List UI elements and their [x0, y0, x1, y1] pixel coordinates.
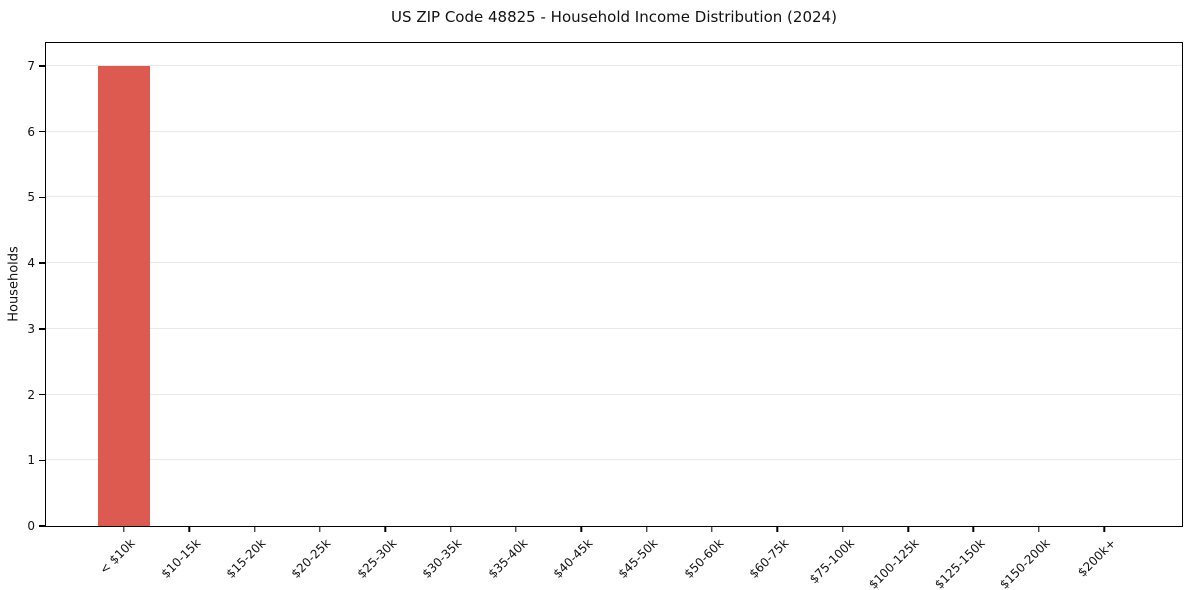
x-tick-label: $10-15k: [158, 536, 204, 581]
gridline: [46, 196, 1182, 198]
plot-area: 0 1 2 3 4 5 6 7 < $10k $10-15k $15-20k $20-25k $25-3…: [27, 42, 1183, 590]
x-tick-label: $20-25k: [288, 536, 334, 581]
y-tick-label: 4: [27, 256, 35, 271]
gridline: [46, 65, 1182, 66]
x-tick-mark: [253, 526, 256, 532]
x-tick-label: $60-75k: [746, 536, 792, 581]
x-tick-mark: [907, 526, 909, 532]
y-tick-label: 6: [27, 124, 35, 139]
x-tick-mark: [123, 526, 125, 532]
y-tick-label: 0: [27, 519, 35, 533]
x-tick-mark: [188, 526, 190, 532]
y-tick-label: 1: [27, 453, 35, 468]
x-tick-mark: [842, 526, 844, 532]
x-tick-mark: [1103, 526, 1105, 532]
y-tick-mark: [39, 196, 46, 199]
x-tick-mark: [515, 526, 517, 532]
x-tick-label: $40-45k: [550, 536, 596, 581]
x-tick-mark: [1038, 526, 1040, 532]
x-tick-label: $150-200k: [997, 536, 1053, 590]
gridline: [46, 459, 1182, 461]
y-tick-mark: [39, 65, 46, 67]
x-tick-label: $50-60k: [681, 536, 726, 581]
y-tick-label: 5: [27, 190, 35, 205]
y-tick-label: 2: [27, 387, 35, 402]
bar: [97, 66, 150, 526]
y-tick-label: 7: [27, 59, 35, 73]
y-tick-mark: [39, 328, 46, 330]
x-tick-mark: [384, 526, 386, 532]
x-tick-mark: [972, 526, 975, 532]
y-tick-mark: [39, 131, 46, 133]
y-tick-mark: [39, 525, 46, 527]
y-tick-mark: [39, 393, 46, 396]
x-tick-label: $30-35k: [419, 536, 465, 581]
gridline: [46, 130, 1182, 132]
x-tick-label: $45-50k: [615, 536, 661, 581]
x-tick-mark: [319, 526, 321, 532]
x-tick-label: < $10k: [96, 536, 138, 577]
x-tick-mark: [645, 526, 648, 532]
y-tick-label: 3: [27, 321, 35, 336]
x-tick-label: $75-100k: [806, 536, 857, 587]
x-tick-mark: [449, 526, 452, 532]
x-tick-label: $35-40k: [484, 536, 530, 581]
gridline: [46, 393, 1182, 395]
x-tick-mark: [711, 526, 713, 532]
x-tick-mark: [580, 526, 583, 532]
y-tick-mark: [39, 459, 46, 461]
x-tick-label: $125-150k: [931, 536, 988, 590]
y-tick-mark: [39, 262, 46, 264]
x-tick-label: $100-125k: [866, 536, 923, 590]
gridline: [46, 327, 1182, 329]
y-axis-label: Households: [6, 246, 22, 322]
chart-title: US ZIP Code 48825 - Household Income Dis…: [391, 8, 837, 26]
gridline: [46, 262, 1182, 264]
x-tick-label: $200k+: [1074, 536, 1119, 580]
x-tick-label: $25-30k: [354, 536, 400, 581]
x-tick-label: $15-20k: [223, 536, 269, 581]
x-tick-mark: [776, 526, 779, 532]
